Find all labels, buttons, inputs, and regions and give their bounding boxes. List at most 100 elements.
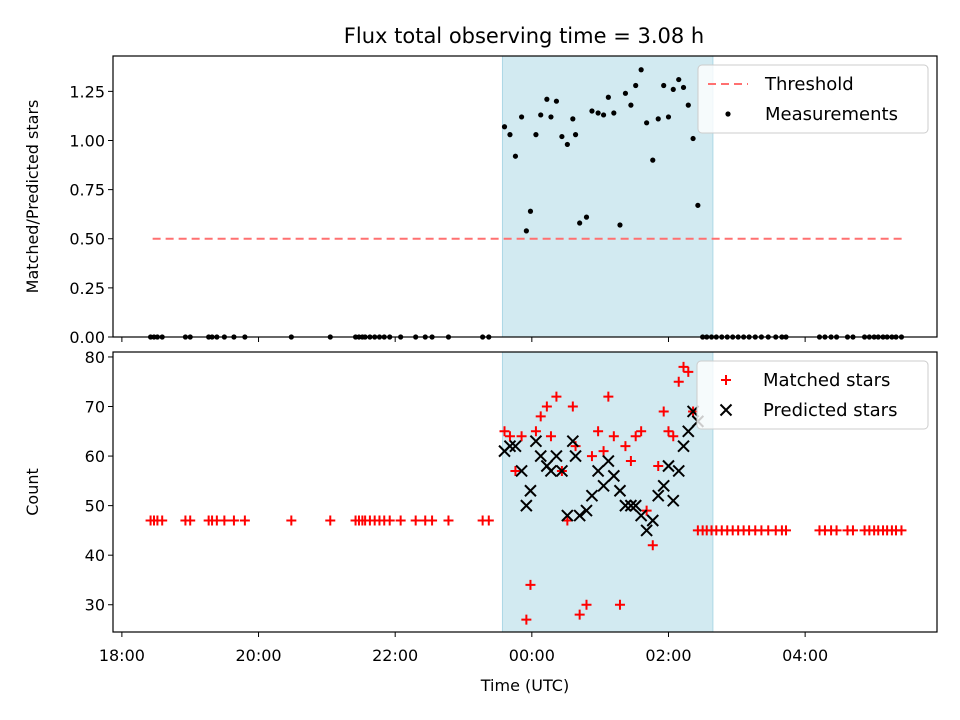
matched-star-point	[683, 366, 694, 377]
y-tick-label: 50	[85, 497, 105, 516]
matched-star-point	[567, 401, 578, 412]
legend-frame	[696, 360, 929, 430]
measurement-point	[589, 108, 595, 114]
matched-star-point	[410, 515, 421, 526]
predicted-star-point	[657, 479, 670, 493]
y-tick-label: 60	[85, 447, 105, 466]
matched-star-point	[551, 391, 562, 402]
measurement-point	[655, 116, 661, 122]
matched-star-point	[510, 465, 521, 476]
matched-star-point	[483, 515, 494, 526]
measurement-point	[559, 133, 565, 140]
x-tick-label: 18:00	[99, 646, 145, 665]
measurement-point	[680, 84, 687, 91]
measurement-point	[564, 141, 570, 148]
y-tick-label: 0.75	[69, 181, 105, 200]
matched-star-point	[593, 426, 604, 437]
measurement-point	[633, 82, 639, 89]
measurement-point	[650, 157, 656, 163]
y-tick-label: 30	[85, 596, 105, 615]
predicted-star-point	[529, 434, 543, 448]
predicted-star-point	[652, 489, 665, 502]
measurement-point	[605, 94, 611, 100]
matched-star-point	[516, 431, 527, 442]
legend-bottom: Matched stars Predicted stars	[696, 360, 929, 430]
predicted-star-point	[667, 494, 680, 507]
measurement-point	[527, 208, 534, 214]
predicted-star-point	[591, 464, 605, 478]
measurement-point	[628, 102, 634, 108]
measurement-point	[577, 220, 583, 226]
y-axis-label-ratio: Matched/Predicted stars	[23, 100, 42, 294]
matched-star-point	[625, 456, 636, 467]
matched-star-point	[541, 401, 552, 412]
matched-star-point	[847, 525, 858, 536]
matched-star-point	[521, 614, 532, 625]
matched-star-point	[219, 515, 230, 526]
matched-star-point	[603, 391, 614, 402]
predicted-star-point	[646, 514, 659, 527]
predicted-star-point	[509, 439, 522, 453]
y-tick-label: 40	[85, 546, 105, 565]
predicted-star-point	[597, 479, 610, 493]
matched-star-point	[608, 431, 619, 442]
predicted-star-point	[534, 449, 547, 463]
measurement-point	[690, 135, 696, 142]
measurement-point	[661, 82, 667, 89]
predicted-star-point	[607, 469, 621, 483]
matched-star-point	[581, 599, 592, 610]
matched-star-point	[636, 426, 647, 437]
predicted-star-point	[555, 464, 569, 478]
matched-star-point	[653, 460, 664, 471]
predicted-star-point	[580, 504, 593, 517]
matched-star-point	[443, 515, 454, 526]
matched-star-point	[781, 525, 792, 536]
matched-star-point	[562, 515, 573, 526]
predicted-star-point	[662, 459, 675, 473]
measurement-point	[570, 116, 576, 122]
predicted-star-point	[573, 509, 586, 522]
measurement-point	[512, 153, 519, 159]
legend-matched-swatch	[721, 375, 731, 385]
legend-threshold-label: Threshold	[764, 74, 854, 95]
matched-star-point	[574, 609, 585, 620]
predicted-star-point	[561, 509, 574, 522]
matched-star-point	[586, 451, 597, 462]
matched-star-point	[545, 431, 556, 442]
measurement-point	[665, 114, 672, 120]
measurement-point	[523, 228, 529, 234]
y-tick-label: 0.00	[69, 328, 105, 347]
legend-measurements-label: Measurements	[765, 104, 898, 125]
y-tick-label: 80	[85, 348, 105, 367]
matched-star-point	[647, 540, 658, 551]
chart-title: Flux total observing time = 3.08 h	[344, 24, 704, 48]
legend-top: Threshold Measurements	[697, 64, 929, 134]
measurement-point	[670, 86, 676, 93]
y-tick-label: 1.25	[69, 82, 105, 101]
x-tick-label: 20:00	[235, 646, 281, 665]
measurement-point	[600, 112, 607, 118]
matched-star-point	[598, 446, 609, 457]
measurement-point	[583, 214, 590, 220]
matched-star-point	[525, 579, 536, 590]
y-tick-label: 0.50	[69, 230, 105, 249]
predicted-star-point	[520, 499, 533, 512]
matched-star-point	[658, 406, 669, 417]
measurement-point	[595, 110, 601, 116]
y-tick-label: 70	[85, 398, 105, 417]
ratio-panel: 0.00 0.25 0.50 0.75 1.00 1.25 Matched/Predicte…	[23, 55, 938, 347]
matched-star-point	[668, 431, 679, 442]
measurement-point	[544, 96, 550, 102]
predicted-star-point	[515, 464, 528, 478]
matched-star-point	[678, 361, 689, 372]
predicted-star-point	[602, 454, 615, 468]
matched-star-point	[673, 376, 684, 387]
predicted-star-point	[677, 439, 690, 453]
matched-star-point	[831, 525, 842, 536]
y-tick-label: 0.25	[69, 279, 105, 298]
predicted-star-point	[613, 484, 627, 497]
matched-star-point	[427, 515, 438, 526]
measurement-point	[507, 132, 513, 138]
predicted-star-point	[550, 449, 563, 463]
